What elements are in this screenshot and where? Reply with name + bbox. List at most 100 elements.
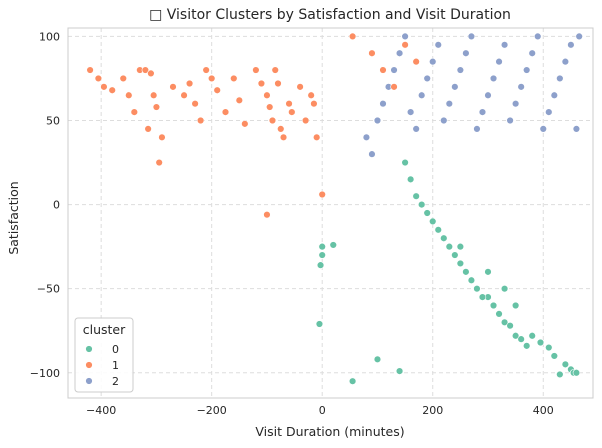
scatter-point-cluster-1 — [191, 99, 199, 108]
scatter-point-cluster-0 — [462, 268, 470, 276]
scatter-point-cluster-2 — [395, 49, 404, 57]
scatter-point-cluster-2 — [484, 91, 492, 99]
legend-box — [74, 317, 134, 393]
legend-label-1: 1 — [112, 359, 119, 372]
scatter-point-cluster-1 — [207, 74, 216, 83]
scatter-points — [86, 32, 583, 385]
scatter-point-cluster-1 — [94, 74, 103, 83]
legend-title: cluster — [83, 322, 126, 337]
scatter-point-cluster-1 — [147, 69, 155, 78]
scatter-point-cluster-1 — [230, 74, 238, 83]
scatter-point-cluster-1 — [169, 83, 177, 91]
scatter-point-cluster-2 — [561, 57, 570, 66]
scatter-point-cluster-0 — [456, 242, 465, 251]
scatter-point-cluster-1 — [213, 86, 221, 94]
scatter-point-cluster-1 — [158, 133, 166, 142]
legend-marker-1 — [85, 361, 93, 369]
scatter-point-cluster-0 — [500, 284, 509, 293]
scatter-point-cluster-2 — [451, 83, 459, 91]
scatter-point-cluster-0 — [511, 301, 520, 310]
scatter-point-cluster-2 — [534, 32, 542, 41]
scatter-point-cluster-1 — [263, 210, 271, 219]
grid-lines — [68, 28, 593, 398]
y-tick-label: −50 — [37, 283, 60, 296]
scatter-point-cluster-2 — [373, 116, 382, 125]
scatter-point-cluster-0 — [318, 251, 326, 259]
scatter-point-cluster-0 — [318, 242, 326, 251]
y-tick-label: −100 — [30, 367, 60, 380]
scatter-point-cluster-0 — [517, 335, 525, 343]
scatter-point-cluster-0 — [329, 241, 337, 249]
scatter-point-cluster-0 — [489, 301, 498, 310]
y-tick-label: 100 — [39, 30, 60, 43]
scatter-point-cluster-2 — [539, 125, 547, 133]
scatter-point-cluster-2 — [467, 32, 476, 41]
scatter-point-cluster-0 — [506, 321, 514, 330]
scatter-point-cluster-2 — [473, 125, 481, 133]
scatter-point-cluster-1 — [348, 32, 357, 41]
scatter-point-cluster-1 — [144, 125, 152, 133]
x-axis-label: Visit Duration (minutes) — [255, 424, 404, 439]
scatter-point-cluster-1 — [285, 99, 293, 108]
scatter-point-cluster-1 — [202, 66, 210, 74]
scatter-point-cluster-2 — [390, 66, 398, 74]
scatter-point-cluster-2 — [401, 32, 409, 41]
scatter-point-cluster-1 — [412, 57, 420, 66]
scatter-point-cluster-1 — [274, 79, 282, 88]
scatter-point-cluster-1 — [271, 66, 279, 74]
x-tick-label: −400 — [86, 404, 116, 417]
scatter-point-cluster-1 — [180, 91, 188, 99]
scatter-point-cluster-1 — [379, 66, 387, 74]
scatter-point-cluster-2 — [550, 91, 559, 99]
scatter-point-cluster-1 — [307, 91, 315, 99]
scatter-point-cluster-2 — [567, 41, 575, 49]
scatter-point-cluster-2 — [545, 108, 553, 116]
scatter-point-cluster-2 — [462, 49, 470, 57]
scatter-point-cluster-2 — [406, 108, 415, 116]
scatter-point-cluster-1 — [141, 66, 150, 74]
scatter-point-cluster-0 — [406, 175, 415, 184]
scatter-point-cluster-1 — [125, 91, 133, 99]
scatter-point-cluster-2 — [445, 99, 454, 108]
scatter-point-cluster-0 — [572, 369, 581, 377]
scatter-point-cluster-1 — [288, 108, 296, 116]
legend-label-2: 2 — [112, 375, 119, 388]
scatter-point-cluster-0 — [473, 284, 481, 293]
scatter-point-cluster-1 — [235, 96, 244, 105]
x-tick-labels: −400 −200 0 200 400 — [86, 404, 554, 417]
scatter-point-cluster-0 — [373, 355, 382, 364]
scatter-point-cluster-2 — [489, 74, 498, 83]
scatter-point-cluster-2 — [528, 49, 536, 57]
plot-frame — [67, 27, 594, 399]
scatter-point-cluster-1 — [310, 99, 318, 108]
scatter-point-cluster-1 — [252, 66, 260, 74]
scatter-point-cluster-0 — [536, 338, 545, 347]
scatter-point-cluster-0 — [556, 370, 564, 379]
y-tick-label: 50 — [46, 115, 60, 128]
x-tick-label: 0 — [319, 404, 326, 417]
scatter-point-cluster-1 — [149, 91, 158, 99]
scatter-point-cluster-0 — [412, 192, 420, 200]
scatter-point-cluster-1 — [312, 133, 321, 142]
scatter-point-cluster-2 — [556, 74, 564, 83]
scatter-point-cluster-0 — [395, 367, 404, 375]
scatter-point-cluster-2 — [362, 133, 371, 142]
y-tick-labels: −100 −50 0 50 100 — [30, 30, 60, 379]
scatter-point-cluster-2 — [517, 83, 525, 91]
legend-label-0: 0 — [112, 343, 119, 356]
scatter-point-cluster-2 — [379, 99, 387, 108]
scatter-point-cluster-0 — [445, 242, 454, 251]
scatter-point-cluster-0 — [511, 332, 520, 340]
x-tick-label: −200 — [197, 404, 227, 417]
scatter-point-cluster-2 — [368, 150, 376, 158]
y-axis-label: Satisfaction — [6, 181, 21, 254]
scatter-point-cluster-0 — [316, 261, 325, 269]
legend: cluster 0 1 2 — [74, 317, 134, 393]
scatter-point-cluster-0 — [528, 332, 536, 340]
scatter-point-cluster-1 — [152, 103, 161, 111]
scatter-point-cluster-0 — [417, 200, 426, 209]
scatter-point-cluster-0 — [348, 377, 357, 385]
scatter-point-cluster-1 — [241, 120, 249, 128]
scatter-point-cluster-2 — [417, 91, 426, 99]
